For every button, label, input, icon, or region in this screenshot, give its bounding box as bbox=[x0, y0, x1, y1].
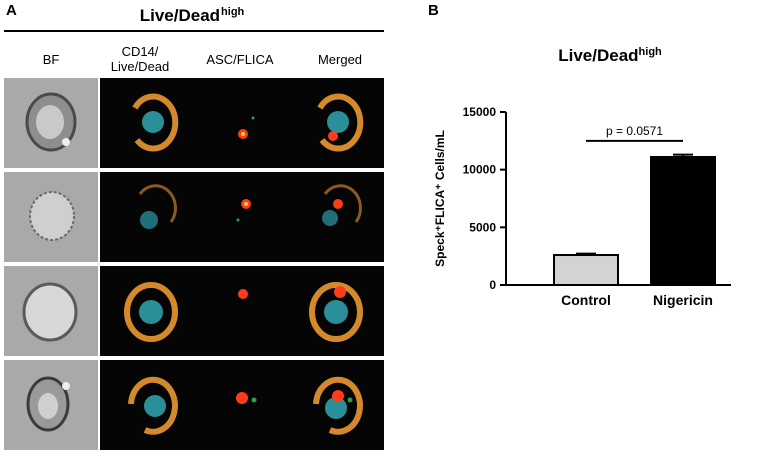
column-header-asc-flica: ASC/FLICA bbox=[206, 52, 274, 67]
merged-image bbox=[317, 93, 364, 152]
bar-chart: 0 5000 10000 15000 Speck⁺FLICA⁺ Cells/mL Cont… bbox=[433, 105, 731, 308]
y-tick-label: 5000 bbox=[469, 220, 496, 234]
merged-image bbox=[313, 376, 363, 435]
cell-row bbox=[4, 78, 384, 168]
brightfield-image bbox=[4, 266, 98, 356]
y-tick-label: 10000 bbox=[463, 163, 497, 177]
panel-a-title: Live/Deadhigh bbox=[139, 6, 245, 25]
cd14-image bbox=[132, 93, 179, 152]
asc-flica-image bbox=[238, 116, 255, 139]
asc-flica-image bbox=[238, 289, 248, 299]
merged-image bbox=[309, 282, 363, 342]
title-underline bbox=[4, 30, 384, 32]
fluorescence-strip bbox=[100, 266, 384, 356]
column-header-cd14: CD14/ Live/Dead bbox=[110, 44, 170, 74]
column-header-bf: BF bbox=[42, 52, 60, 67]
asc-flica-image bbox=[236, 199, 251, 222]
fluorescence-strip bbox=[100, 78, 384, 168]
chart-title: Live/Deadhigh bbox=[558, 46, 662, 65]
cell-row bbox=[4, 266, 384, 356]
p-value-annotation: p = 0.0571 bbox=[606, 124, 663, 138]
fluorescence-strip bbox=[100, 172, 384, 262]
cd14-image bbox=[128, 376, 178, 435]
bar-control bbox=[553, 254, 619, 287]
brightfield-image bbox=[4, 172, 98, 262]
column-header-merged: Merged bbox=[317, 52, 363, 67]
merged-image bbox=[322, 184, 362, 226]
brightfield-image bbox=[4, 78, 98, 168]
cell-row bbox=[4, 360, 384, 450]
cell-row bbox=[4, 172, 384, 262]
cd14-image bbox=[138, 184, 177, 229]
y-tick-label: 15000 bbox=[463, 105, 497, 119]
bar-nigericin bbox=[650, 155, 716, 287]
image-grid bbox=[4, 78, 384, 454]
y-tick-label: 0 bbox=[489, 278, 496, 292]
panel-a-letter: A bbox=[6, 2, 17, 19]
fluorescence-strip bbox=[100, 360, 384, 450]
x-category-label: Nigericin bbox=[653, 292, 713, 308]
brightfield-image bbox=[4, 360, 98, 450]
cd14-image bbox=[124, 282, 178, 342]
x-category-label: Control bbox=[561, 292, 611, 308]
asc-flica-image bbox=[236, 392, 257, 404]
y-axis-label: Speck⁺FLICA⁺ Cells/mL bbox=[433, 130, 447, 267]
panel-b-letter: B bbox=[428, 2, 439, 19]
